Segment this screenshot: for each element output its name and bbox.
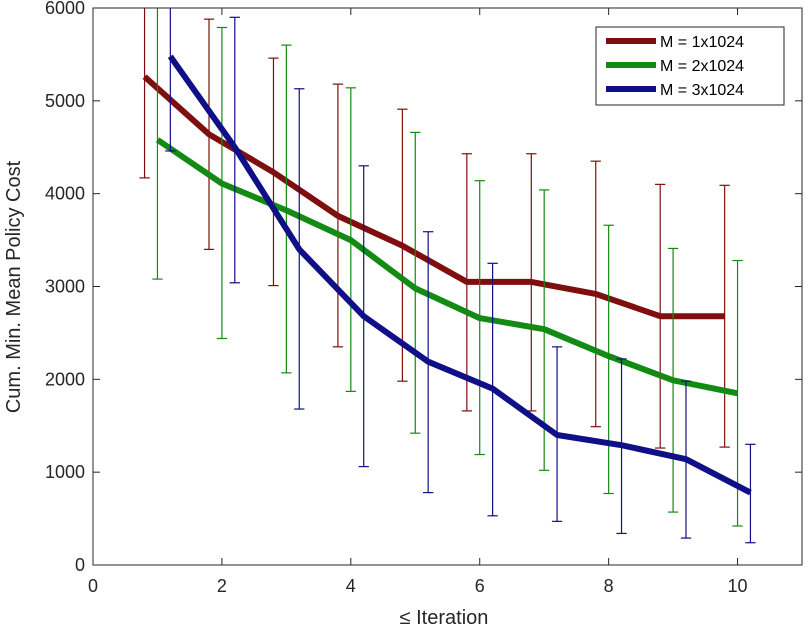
y-tick-label: 3000 xyxy=(45,277,85,297)
x-tick-label: 10 xyxy=(728,576,748,596)
x-tick-label: 4 xyxy=(346,576,356,596)
legend-entry: M = 3x1024 xyxy=(660,82,744,99)
y-tick-label: 4000 xyxy=(45,184,85,204)
y-tick-label: 6000 xyxy=(45,0,85,18)
x-axis-label: ≤ Iteration xyxy=(400,607,489,629)
x-tick-label: 0 xyxy=(88,576,98,596)
series-layer xyxy=(139,8,756,544)
series-3 xyxy=(165,8,756,544)
y-tick-label: 2000 xyxy=(45,369,85,389)
series-2 xyxy=(152,8,743,527)
y-tick-label: 5000 xyxy=(45,91,85,111)
x-tick-label: 2 xyxy=(217,576,227,596)
x-tick-label: 8 xyxy=(604,576,614,596)
legend: M = 1x1024 M = 2x1024 M = 3x1024 xyxy=(595,26,785,106)
legend-entry: M = 1x1024 xyxy=(660,34,744,51)
y-axis-label: Cum. Min. Mean Policy Cost xyxy=(3,160,25,413)
axes-layer: 0 2 4 6 8 10 0 1000 2000 3000 4000 5000 6000 xyxy=(45,0,803,596)
series-line xyxy=(167,54,752,496)
y-tick-label: 0 xyxy=(75,555,85,575)
series-line xyxy=(155,137,739,397)
y-tick-label: 1000 xyxy=(45,462,85,482)
x-tick-label: 6 xyxy=(475,576,485,596)
legend-entry: M = 2x1024 xyxy=(660,58,744,75)
